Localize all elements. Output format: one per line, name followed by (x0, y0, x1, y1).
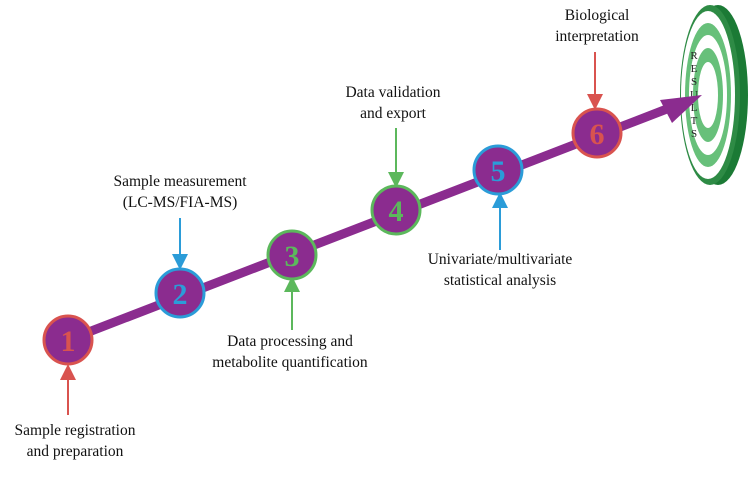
step-label: interpretation (555, 28, 639, 45)
target: RESULTS (680, 5, 748, 185)
step-label: Data validation (345, 84, 440, 101)
step-number: 3 (285, 240, 300, 273)
step-label: metabolite quantification (212, 354, 368, 371)
step-circle (266, 229, 318, 281)
step-label: Sample registration (15, 422, 136, 439)
step-circle (472, 144, 524, 196)
step-label: and export (360, 105, 427, 122)
step-label: Univariate/multivariate (428, 251, 573, 268)
step-label: Data processing and (227, 333, 353, 350)
step-number: 6 (590, 118, 605, 151)
step-number: 2 (173, 278, 188, 311)
steps: 1 Sample registration and preparation 2 Samp… (15, 7, 639, 460)
step-circle (42, 314, 94, 366)
timeline-arrowhead (660, 95, 702, 123)
step-number: 5 (491, 155, 506, 188)
step-label: Biological (565, 7, 630, 24)
step-number: 4 (389, 195, 404, 228)
step-number: 1 (61, 325, 76, 358)
step-circle (571, 107, 623, 159)
step-label: statistical analysis (444, 272, 556, 289)
step-label: Sample measurement (114, 173, 248, 190)
step-circle (154, 267, 206, 319)
step-label: and preparation (27, 443, 124, 460)
target-label: RESULTS (688, 50, 700, 141)
step-circle (370, 184, 422, 236)
step-label: (LC-MS/FIA-MS) (123, 194, 238, 211)
